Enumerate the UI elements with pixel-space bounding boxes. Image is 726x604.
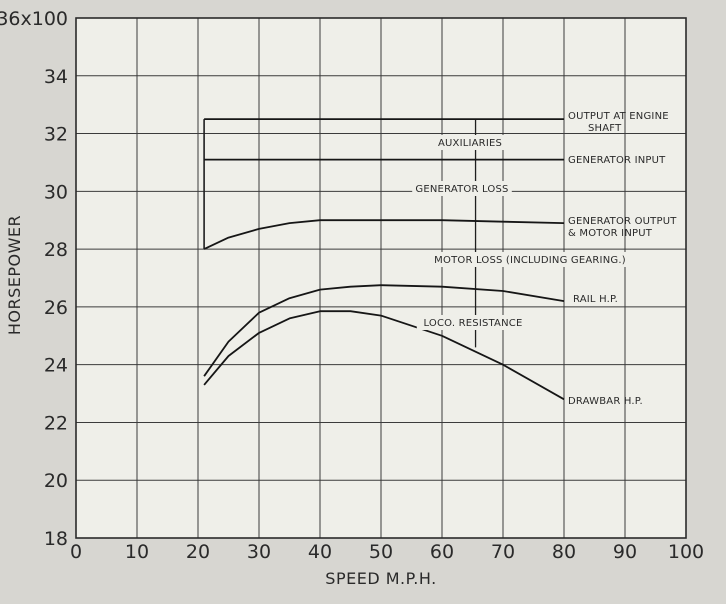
- series-label-3-line-0: RAIL H.P.: [573, 294, 618, 305]
- y-axis-title: HORSEPOWER: [5, 215, 24, 335]
- annotation-bg-3: [416, 315, 530, 330]
- x-tick-label-30: 30: [247, 541, 271, 563]
- annotation-2: MOTOR LOSS (INCLUDING GEARING.): [434, 255, 626, 266]
- y-tick-label-18: 18: [44, 528, 68, 550]
- y-tick-label-22: 22: [44, 412, 68, 434]
- series-line-2: [203, 219, 565, 250]
- annotation-bg-1: [412, 181, 512, 196]
- x-tick-label-90: 90: [613, 541, 637, 563]
- x-tick-label-50: 50: [369, 541, 393, 563]
- series-label-1-line-0: GENERATOR INPUT: [568, 155, 666, 166]
- y-tick-label-36: 36x100: [0, 8, 68, 30]
- x-tick-label-0: 0: [70, 541, 82, 563]
- annotation-0: AUXILIARIES: [438, 138, 502, 149]
- annotation-3: LOCO. RESISTANCE: [424, 318, 523, 329]
- plot-frame: [75, 17, 687, 539]
- y-tick-label-26: 26: [44, 297, 68, 319]
- x-tick-label-60: 60: [430, 541, 454, 563]
- series-label-2-line-1: & MOTOR INPUT: [568, 228, 653, 239]
- x-tick-label-10: 10: [125, 541, 149, 563]
- annotation-1: GENERATOR LOSS: [415, 184, 508, 195]
- series-label-0-line-1: SHAFT: [588, 123, 622, 134]
- series-label-4-line-0: DRAWBAR H.P.: [568, 396, 643, 407]
- annotation-bg-2: [425, 252, 635, 267]
- y-tick-label-28: 28: [44, 239, 68, 261]
- x-tick-label-20: 20: [186, 541, 210, 563]
- annotation-bg-0: [429, 135, 511, 150]
- series-label-2-line-0: GENERATOR OUTPUT: [568, 216, 677, 227]
- y-tick-label-34: 34: [44, 66, 68, 88]
- x-tick-label-100: 100: [668, 541, 704, 563]
- series-line-4: [203, 310, 565, 401]
- y-tick-label-24: 24: [44, 355, 68, 377]
- y-tick-label-30: 30: [44, 181, 68, 203]
- x-tick-label-40: 40: [308, 541, 332, 563]
- y-tick-label-32: 32: [44, 124, 68, 146]
- y-tick-label-20: 20: [44, 470, 68, 492]
- x-axis-title: SPEED M.P.H.: [325, 569, 436, 588]
- series-label-0-line-0: OUTPUT AT ENGINE: [568, 111, 669, 122]
- x-tick-label-80: 80: [552, 541, 576, 563]
- series-line-3: [203, 284, 565, 377]
- x-tick-label-70: 70: [491, 541, 515, 563]
